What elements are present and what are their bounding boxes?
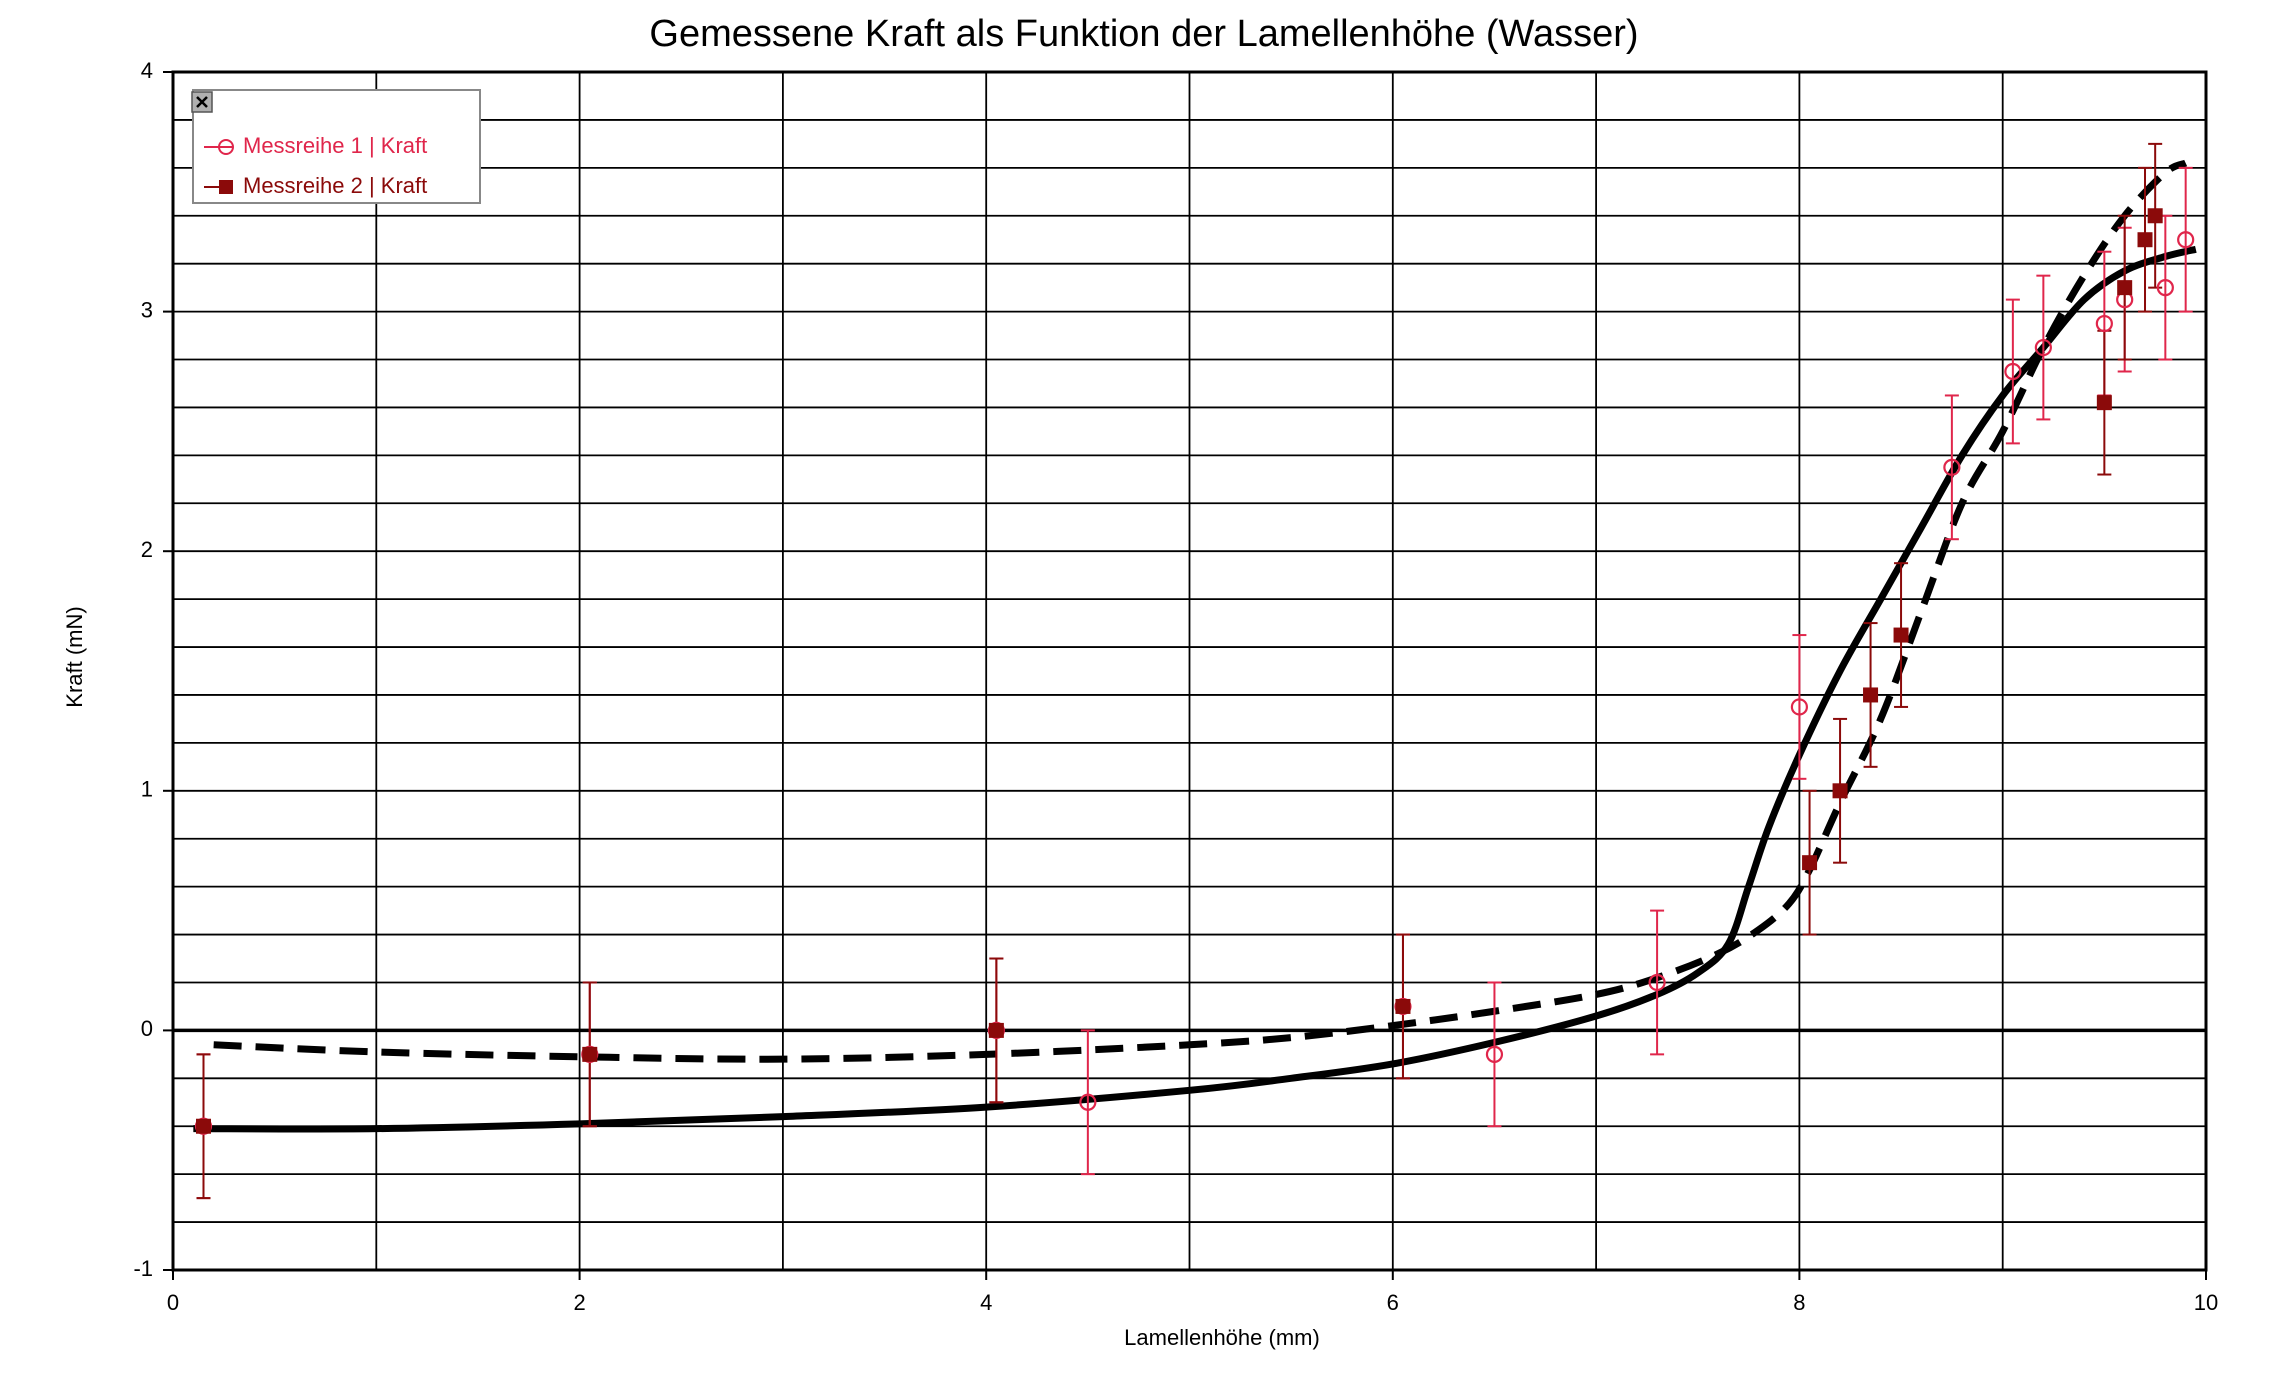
x-tick-label: 6 bbox=[1387, 1290, 1399, 1315]
y-tick-label: 3 bbox=[141, 297, 153, 322]
data-point-series-1 bbox=[1943, 458, 1961, 476]
data-point-series-1 bbox=[2095, 314, 2113, 333]
data-point-series-2 bbox=[2137, 232, 2153, 248]
chart-title: Gemessene Kraft als Funktion der Lamelle… bbox=[649, 13, 1638, 55]
open-circle-icon bbox=[218, 139, 234, 155]
y-tick-label: 0 bbox=[141, 1016, 153, 1041]
legend[interactable]: Messreihe 1 | Kraft Messreihe 2 | Kraft bbox=[191, 89, 481, 204]
data-point-series-1 bbox=[2156, 279, 2174, 297]
fit-curve-dashed bbox=[213, 159, 2188, 1063]
fit-curves bbox=[193, 159, 2197, 1133]
y-tick-label: 2 bbox=[141, 537, 153, 562]
x-tick-label: 2 bbox=[573, 1290, 585, 1315]
x-tick-label: 10 bbox=[2194, 1290, 2218, 1315]
data-point-series-2 bbox=[1802, 855, 1818, 871]
x-tick-label: 8 bbox=[1793, 1290, 1805, 1315]
legend-label-2: Messreihe 2 | Kraft bbox=[243, 173, 427, 198]
data-point-series-1 bbox=[1648, 973, 1666, 992]
y-tick-label: 1 bbox=[141, 777, 153, 802]
axis-ticks: 0 2 4 6 8 10 -1 0 1 2 3 4 bbox=[133, 58, 2218, 1315]
y-tick-label: 4 bbox=[141, 58, 153, 83]
data-point-series-2 bbox=[1863, 687, 1879, 703]
error-bars bbox=[196, 142, 2193, 1200]
data-point-series-1 bbox=[1790, 698, 1809, 716]
data-point-series-1 bbox=[2034, 338, 2052, 357]
legend-label-1: Messreihe 1 | Kraft bbox=[243, 133, 427, 158]
data-point-series-2 bbox=[195, 1118, 211, 1134]
data-point-series-2 bbox=[1893, 627, 1909, 643]
data-point-series-1 bbox=[1079, 1093, 1097, 1111]
plot-frame bbox=[171, 70, 2208, 1272]
data-point-series-2 bbox=[1832, 783, 1848, 799]
filled-square-icon bbox=[219, 180, 233, 194]
legend-close-button[interactable] bbox=[191, 91, 213, 113]
plot-border bbox=[171, 70, 2208, 1272]
legend-box bbox=[192, 89, 481, 204]
fit-curve-solid bbox=[193, 245, 2197, 1133]
data-point-series-1 bbox=[1485, 1045, 1504, 1063]
data-point-series-2 bbox=[582, 1046, 598, 1062]
legend-entry-1: Messreihe 1 | Kraft bbox=[204, 133, 427, 158]
x-tick-label: 4 bbox=[980, 1290, 992, 1315]
legend-entry-2: Messreihe 2 | Kraft bbox=[204, 173, 427, 198]
x-tick-label: 0 bbox=[167, 1290, 179, 1315]
data-point-series-2 bbox=[2117, 280, 2133, 296]
data-point-series-2 bbox=[2096, 395, 2112, 411]
data-point-series-1 bbox=[2004, 362, 2022, 381]
data-markers bbox=[194, 208, 2195, 1135]
close-icon bbox=[196, 96, 208, 108]
data-point-series-1 bbox=[2177, 231, 2195, 249]
data-point-series-2 bbox=[988, 1022, 1004, 1038]
y-tick-label: -1 bbox=[133, 1256, 153, 1281]
x-axis-label: Lamellenhöhe (mm) bbox=[1124, 1325, 1320, 1350]
y-axis-label: Kraft (mN) bbox=[62, 606, 87, 707]
data-point-series-2 bbox=[1395, 998, 1411, 1014]
data-point-series-2 bbox=[2147, 208, 2163, 224]
